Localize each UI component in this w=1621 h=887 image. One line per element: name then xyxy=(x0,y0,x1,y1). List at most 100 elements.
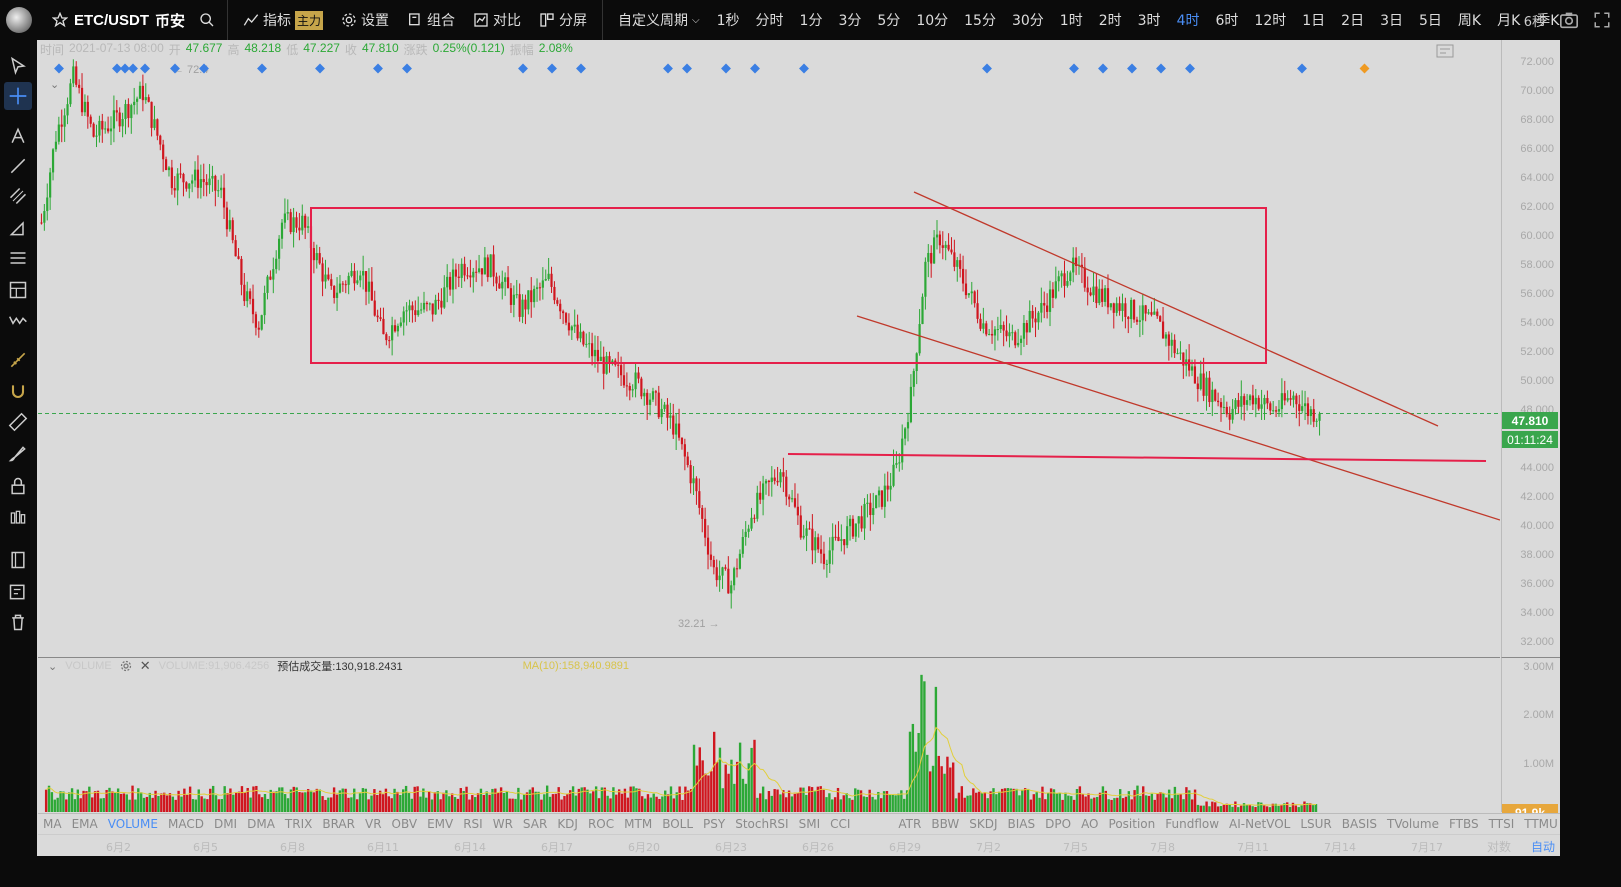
indicator-tab-volume[interactable]: VOLUME xyxy=(107,817,158,831)
event-marker[interactable] xyxy=(750,63,760,74)
text-tool[interactable] xyxy=(4,122,32,150)
close-icon[interactable]: ✕ xyxy=(139,658,151,673)
camera-icon[interactable] xyxy=(1559,11,1579,29)
indicator-tab-dmi[interactable]: DMI xyxy=(213,817,238,831)
notes-icon[interactable] xyxy=(1436,44,1454,58)
event-marker[interactable] xyxy=(402,63,412,74)
event-marker[interactable] xyxy=(373,63,383,74)
triangle-tool[interactable] xyxy=(4,214,32,242)
event-marker[interactable] xyxy=(576,63,586,74)
indicator-tab-position[interactable]: Position xyxy=(1108,817,1156,831)
event-marker[interactable] xyxy=(1069,63,1079,74)
event-marker[interactable] xyxy=(257,63,267,74)
event-marker[interactable] xyxy=(982,63,992,74)
indicator-tab-smi[interactable]: SMI xyxy=(798,817,821,831)
range-box-drawing[interactable] xyxy=(310,207,1267,364)
collapse-chevron-icon[interactable]: ⌄ xyxy=(50,78,60,91)
indicator-tab-obv[interactable]: OBV xyxy=(391,817,418,831)
indicator-tab-vr[interactable]: VR xyxy=(364,817,382,831)
indicator-tab-ai-netvol[interactable]: AI-NetVOL xyxy=(1229,817,1291,831)
indicator-tab-stochrsi[interactable]: StochRSI xyxy=(735,817,789,831)
ruler-tool[interactable] xyxy=(4,408,32,436)
event-marker[interactable] xyxy=(518,63,528,74)
edit-drawings-tool[interactable] xyxy=(4,578,32,606)
period-tab-11[interactable]: 4时 xyxy=(1176,13,1200,29)
indicators-button[interactable]: 指标 主力 xyxy=(234,0,332,40)
lower-trend-line[interactable] xyxy=(856,315,1500,521)
event-marker[interactable] xyxy=(1359,63,1370,74)
period-tab-9[interactable]: 2时 xyxy=(1098,13,1122,29)
indicator-tab-basis[interactable]: BASIS xyxy=(1341,817,1377,831)
period-tab-8[interactable]: 1时 xyxy=(1059,13,1083,29)
bookmark-tool[interactable] xyxy=(4,546,32,574)
gear-icon[interactable] xyxy=(120,660,132,672)
measure-tool[interactable] xyxy=(4,346,32,374)
indicator-tab-tvolume[interactable]: TVolume xyxy=(1386,817,1439,831)
event-marker[interactable] xyxy=(140,63,150,74)
indicator-tab-rsi[interactable]: RSI xyxy=(463,817,483,831)
period-tab-20[interactable]: 季K xyxy=(1536,13,1560,29)
lock-tool[interactable] xyxy=(4,472,32,500)
app-logo[interactable] xyxy=(0,0,38,40)
period-tab-17[interactable]: 5日 xyxy=(1419,13,1442,29)
fib-tool[interactable] xyxy=(4,244,32,272)
event-marker[interactable] xyxy=(547,63,557,74)
period-tab-15[interactable]: 2日 xyxy=(1341,13,1365,29)
event-marker[interactable] xyxy=(315,63,325,74)
indicator-tab-cci[interactable]: CCI xyxy=(830,817,851,831)
log-scale-toggle[interactable]: 对数 xyxy=(1486,840,1511,854)
period-tab-1[interactable]: 分时 xyxy=(755,13,784,29)
event-marker[interactable] xyxy=(128,63,138,74)
period-tab-4[interactable]: 5分 xyxy=(877,13,901,29)
indicator-tab-bbw[interactable]: BBW xyxy=(931,817,960,831)
split-screen-button[interactable]: 分屏 xyxy=(530,0,596,40)
collapse-chevron-icon[interactable]: ⌄ xyxy=(48,660,58,673)
indicator-tab-ema[interactable]: EMA xyxy=(71,817,98,831)
event-marker[interactable] xyxy=(1185,63,1195,74)
period-tab-0[interactable]: 1秒 xyxy=(716,13,740,29)
indicator-tab-skdj[interactable]: SKDJ xyxy=(969,817,998,831)
cursor-tool[interactable] xyxy=(4,52,32,80)
time-axis[interactable]: 6月2 6月5 6月8 6月11 6月14 6月17 6月20 6月23 6月26 6月29 7月2… xyxy=(38,834,1560,856)
price-axis[interactable]: 72.000 70.000 68.000 66.000 64.000 62.000 60.0… xyxy=(1501,40,1560,657)
auto-scale-toggle[interactable]: 自动 xyxy=(1530,840,1555,854)
custom-period-dropdown[interactable]: 自定义周期 ⌵ xyxy=(609,0,709,40)
fullscreen-icon[interactable] xyxy=(1593,11,1611,29)
event-marker[interactable] xyxy=(721,63,731,74)
event-marker[interactable] xyxy=(663,63,673,74)
indicator-tab-emv[interactable]: EMV xyxy=(427,817,454,831)
indicator-tab-fundflow[interactable]: Fundflow xyxy=(1165,817,1220,831)
period-tab-7[interactable]: 30分 xyxy=(1011,13,1044,29)
indicator-tab-roc[interactable]: ROC xyxy=(587,817,615,831)
indicator-tab-kdj[interactable]: KDJ xyxy=(557,817,578,831)
settings-button[interactable]: 设置 xyxy=(332,0,398,40)
period-tab-19[interactable]: 月K xyxy=(1497,13,1521,29)
indicator-tab-macd[interactable]: MACD xyxy=(167,817,204,831)
indicator-tab-ma[interactable]: MA xyxy=(43,817,62,831)
period-tab-10[interactable]: 3时 xyxy=(1137,13,1161,29)
indicator-tab-ttmu[interactable]: TTMU xyxy=(1524,817,1558,831)
upper-trend-line[interactable] xyxy=(913,191,1439,427)
event-marker[interactable] xyxy=(682,63,692,74)
grid-tool[interactable] xyxy=(4,276,32,304)
period-tab-13[interactable]: 12时 xyxy=(1254,13,1287,29)
period-tab-14[interactable]: 1日 xyxy=(1302,13,1326,29)
period-tab-5[interactable]: 10分 xyxy=(916,13,949,29)
channel-tool[interactable] xyxy=(4,182,32,210)
indicator-tab-wr[interactable]: WR xyxy=(492,817,513,831)
period-tab-2[interactable]: 1分 xyxy=(799,13,823,29)
magnet-tool[interactable] xyxy=(4,378,32,406)
compare-button[interactable]: 对比 xyxy=(464,0,530,40)
support-line-drawing[interactable] xyxy=(787,453,1487,462)
crosshair-tool[interactable] xyxy=(4,82,32,110)
indicator-tab-lsur[interactable]: LSUR xyxy=(1300,817,1332,831)
candles-tool[interactable] xyxy=(4,504,32,532)
period-tab-16[interactable]: 3日 xyxy=(1380,13,1403,29)
indicator-tab-trix[interactable]: TRIX xyxy=(284,817,313,831)
event-marker[interactable] xyxy=(1297,63,1307,74)
indicator-tab-psy[interactable]: PSY xyxy=(703,817,726,831)
combo-button[interactable]: 组合 xyxy=(398,0,464,40)
star-icon[interactable] xyxy=(52,12,68,28)
indicator-tab-brar[interactable]: BRAR xyxy=(322,817,355,831)
wave-tool[interactable] xyxy=(4,306,32,334)
